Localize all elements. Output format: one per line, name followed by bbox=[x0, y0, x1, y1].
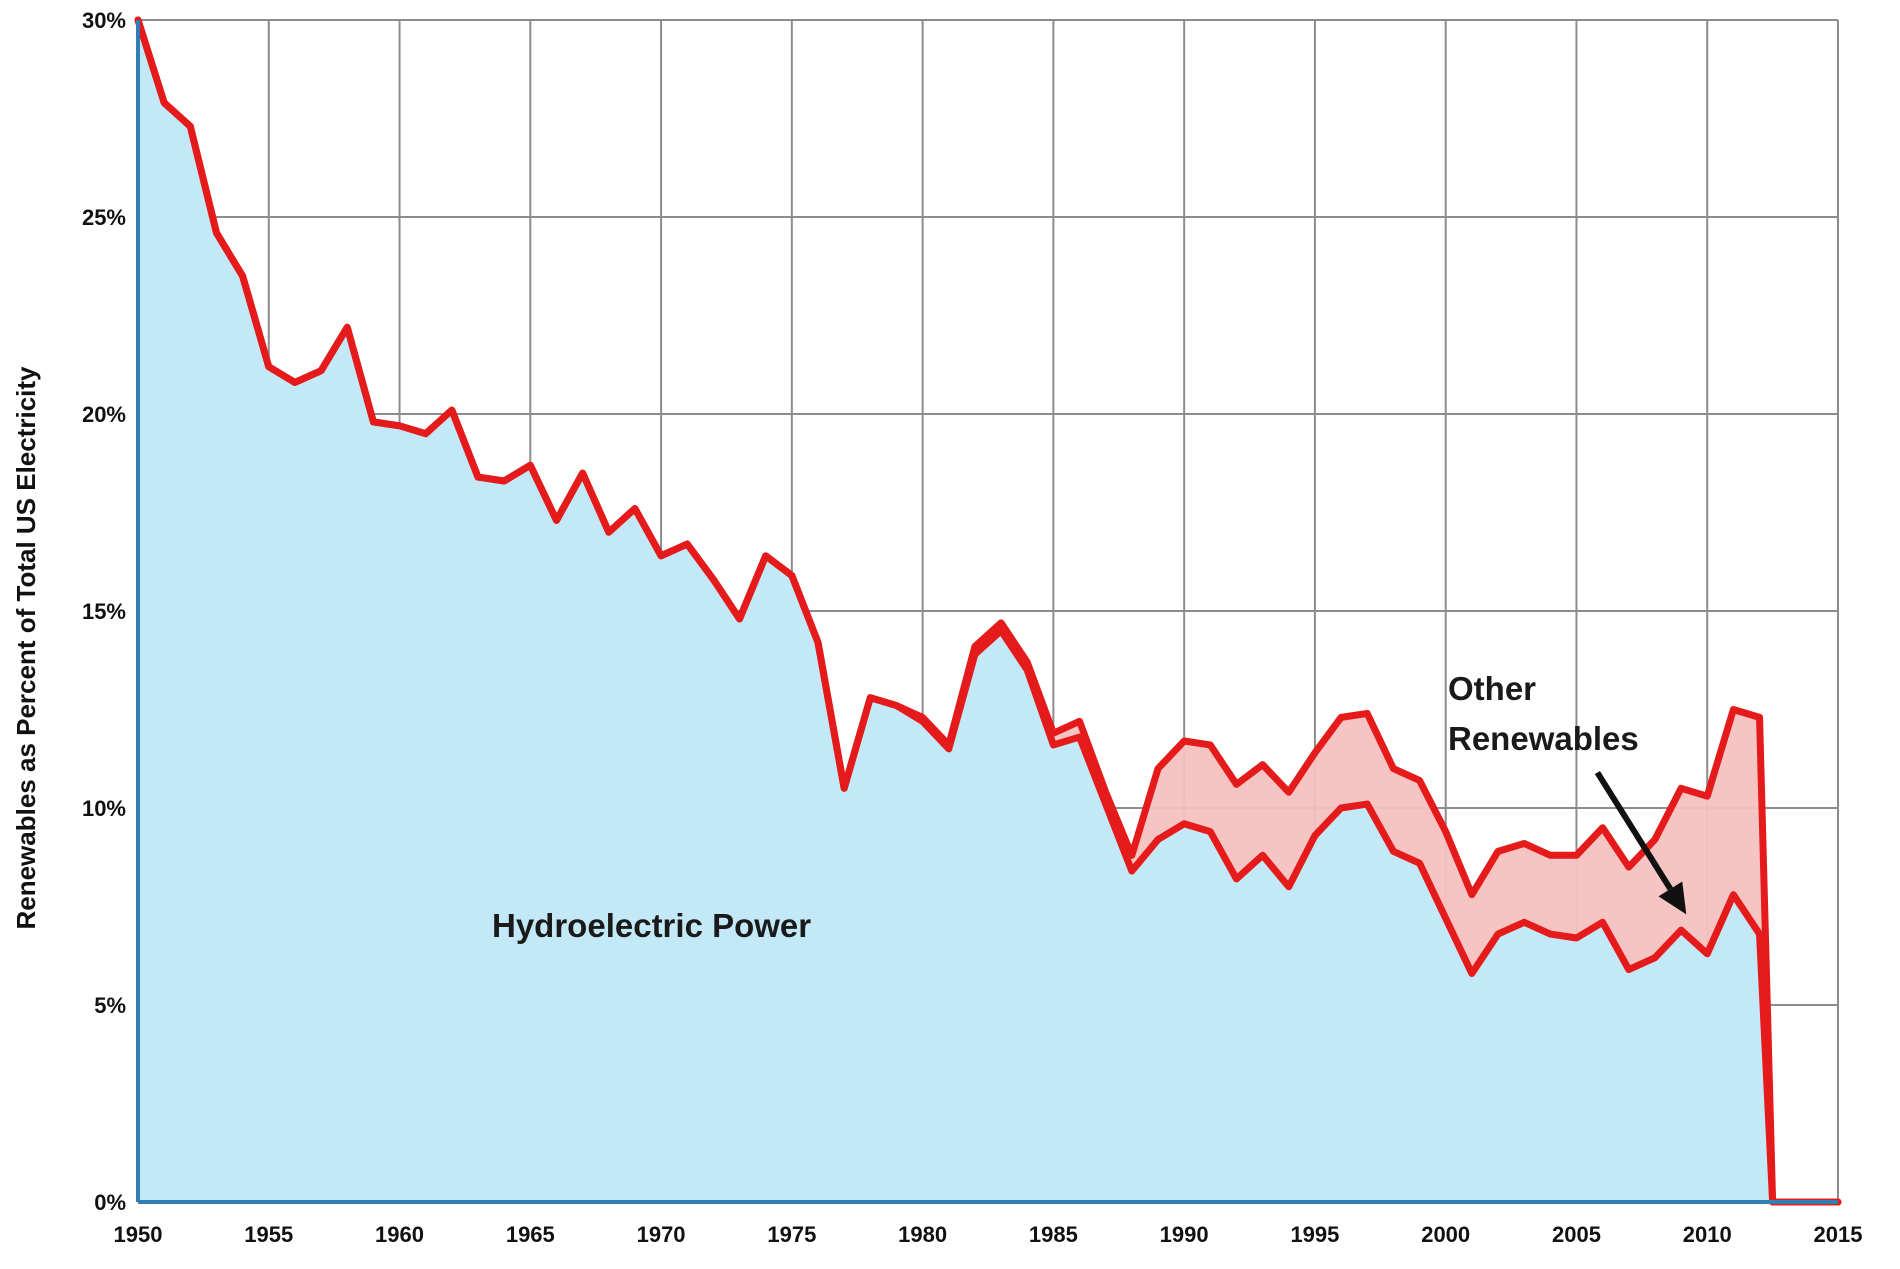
line-other-renewables bbox=[134, 16, 1842, 1206]
y-axis-label: Renewables as Percent of Total US Electr… bbox=[11, 366, 41, 930]
x-tick-label-2015: 2015 bbox=[1814, 1222, 1863, 1247]
x-tick-label-1990: 1990 bbox=[1160, 1222, 1209, 1247]
x-tick-label-1965: 1965 bbox=[506, 1222, 555, 1247]
x-tick-label-1960: 1960 bbox=[375, 1222, 424, 1247]
y-tick-label-0: 0% bbox=[94, 1190, 126, 1215]
x-tick-label-1975: 1975 bbox=[767, 1222, 816, 1247]
y-tick-label-30: 30% bbox=[82, 8, 126, 33]
y-tick-label-5: 5% bbox=[94, 993, 126, 1018]
areas bbox=[138, 20, 1838, 1202]
x-tick-label-1980: 1980 bbox=[898, 1222, 947, 1247]
arrow-shaft bbox=[1594, 770, 1673, 891]
x-tick-label-1950: 1950 bbox=[114, 1222, 163, 1247]
lines bbox=[134, 16, 1842, 1206]
x-tick-label-1955: 1955 bbox=[244, 1222, 293, 1247]
other-label-line2: Renewables bbox=[1448, 720, 1639, 757]
hydro-label: Hydroelectric Power bbox=[492, 907, 811, 944]
arrow-head bbox=[1658, 881, 1687, 915]
x-tick-label-1985: 1985 bbox=[1029, 1222, 1078, 1247]
axes bbox=[136, 20, 1838, 1204]
x-tick-label-1970: 1970 bbox=[637, 1222, 686, 1247]
tick-labels: 1950 1955 1960 1965 1970 1975 1980 1985 1990 1995… bbox=[82, 8, 1863, 1247]
y-tick-label-25: 25% bbox=[82, 205, 126, 230]
annotation-arrow bbox=[1594, 770, 1687, 915]
y-tick-label-10: 10% bbox=[82, 796, 126, 821]
x-tick-label-2000: 2000 bbox=[1421, 1222, 1470, 1247]
x-tick-label-1995: 1995 bbox=[1290, 1222, 1339, 1247]
x-tick-label-2005: 2005 bbox=[1552, 1222, 1601, 1247]
y-tick-label-15: 15% bbox=[82, 599, 126, 624]
y-tick-label-20: 20% bbox=[82, 402, 126, 427]
x-tick-label-2010: 2010 bbox=[1683, 1222, 1732, 1247]
area-hydroelectric-power bbox=[138, 20, 1838, 1202]
other-label-line1: Other bbox=[1448, 670, 1536, 707]
